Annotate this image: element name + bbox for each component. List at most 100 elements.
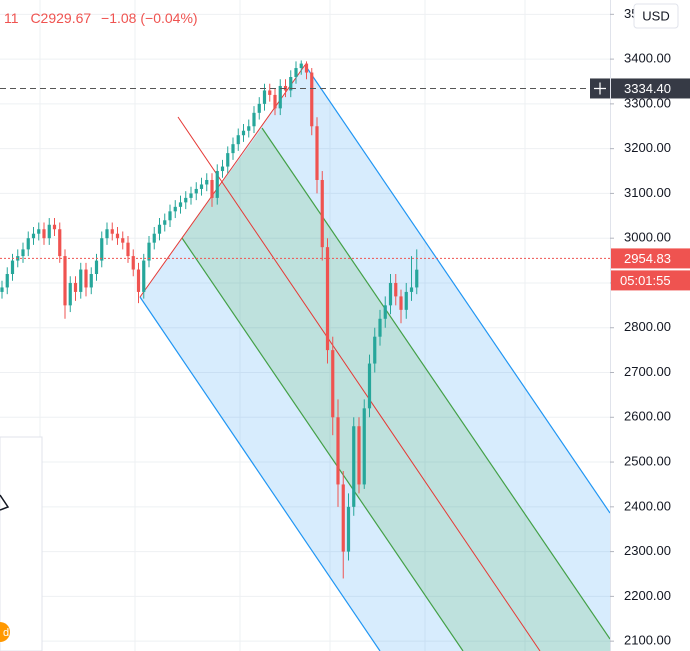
y-tick-label: 3400.00	[624, 51, 671, 66]
candle-body	[315, 126, 319, 180]
candle-body	[357, 426, 361, 485]
candle-body	[294, 68, 298, 78]
candle-body	[189, 193, 193, 198]
crosshair-label-box	[611, 78, 690, 99]
candle-body	[220, 166, 225, 172]
candle-body	[110, 229, 114, 234]
candle-body	[147, 242, 151, 261]
y-tick-label: 2200.00	[624, 588, 671, 603]
y-tick-label: 2700.00	[624, 364, 671, 379]
y-tick-label: 2500.00	[624, 453, 671, 468]
candle-body	[378, 318, 382, 337]
candle-body	[289, 77, 293, 91]
candle-body	[163, 220, 167, 225]
candle-body	[84, 269, 88, 288]
candle-body	[52, 224, 57, 230]
candle-body	[278, 85, 282, 109]
candle-body	[273, 94, 277, 109]
badge-text: d	[3, 627, 9, 639]
candle-body	[47, 224, 51, 239]
candle-body	[184, 197, 188, 203]
candle-body	[115, 233, 120, 239]
candle-body	[362, 408, 366, 485]
candle-body	[241, 130, 246, 136]
candle-body	[409, 287, 414, 292]
candle-body	[341, 484, 345, 552]
candle-body	[268, 90, 272, 95]
candle-body	[252, 112, 256, 127]
candle-body	[42, 229, 46, 239]
candle-body	[388, 282, 393, 306]
candle-body	[63, 256, 67, 306]
candle-body	[136, 269, 141, 292]
candle-body	[231, 144, 235, 154]
candle-body	[367, 363, 372, 409]
candle-body	[199, 184, 204, 189]
price-axis	[610, 0, 690, 651]
candle-body	[89, 274, 93, 288]
candle-body	[58, 229, 62, 257]
currency[interactable]: USD	[642, 8, 669, 23]
candle-body	[173, 206, 177, 212]
tool-icon	[0, 494, 10, 511]
grid	[0, 13, 610, 642]
y-tick-label: 2600.00	[624, 409, 671, 424]
countdown-label: 05:01:55	[620, 273, 671, 288]
candle-body	[0, 287, 4, 292]
candle-body	[210, 179, 214, 198]
y-tick-label: 3000.00	[624, 230, 671, 245]
candle-body	[352, 426, 356, 507]
candle-body	[131, 256, 135, 270]
candle-body	[205, 179, 209, 185]
axis-labels: 2100.00 2200.00 2300.00 2400.00 2500.00 2600.…	[590, 6, 690, 648]
candle-body	[415, 269, 419, 288]
y-tick-label: 2400.00	[624, 498, 671, 513]
candle-body	[247, 126, 251, 131]
y-tick-label: 2100.00	[624, 633, 671, 648]
y-tick-label: 2300.00	[624, 543, 671, 558]
candles	[0, 60, 419, 579]
currency-button[interactable]	[633, 3, 679, 29]
ohlc-header: 11 C2929.67 −1.08 (−0.04%)	[4, 10, 198, 26]
candle-body	[37, 229, 41, 234]
crosshair-plus	[594, 82, 606, 95]
candle-body	[105, 229, 109, 239]
candle-body	[194, 188, 198, 194]
toolbar-panel	[0, 436, 43, 651]
candle-body	[346, 506, 351, 552]
candle-body	[5, 274, 9, 288]
candle-body	[404, 291, 408, 310]
candle-body	[257, 103, 261, 113]
last-price-label: 2954.83	[624, 251, 671, 266]
candle-body	[399, 296, 403, 310]
last-price-box	[611, 248, 690, 269]
candle-body	[383, 305, 387, 319]
candle-body	[26, 238, 30, 250]
candle-body	[236, 135, 240, 145]
badge	[0, 622, 10, 642]
candle-body	[299, 63, 303, 69]
header-date: 11	[4, 10, 19, 26]
candle-body	[325, 247, 330, 351]
candle-body	[157, 224, 162, 234]
y-tick-label: 2800.00	[624, 319, 671, 334]
candle-body	[73, 282, 78, 292]
candle-body	[142, 260, 146, 292]
candle-body	[126, 242, 130, 257]
candle-body	[31, 233, 36, 239]
candle-body	[215, 171, 219, 198]
candle-body	[10, 260, 15, 275]
candle-body	[226, 153, 230, 167]
candle-body	[79, 269, 83, 292]
crosshair-label: 3334.40	[624, 81, 671, 96]
candle-body	[304, 63, 309, 73]
overlay	[0, 87, 610, 259]
candle-body	[331, 350, 335, 418]
candle-body	[168, 211, 172, 221]
candle-body	[320, 179, 324, 248]
candle-body	[68, 282, 72, 306]
header-change: −1.08 (−0.04%)	[101, 10, 198, 26]
candle-body	[94, 260, 99, 275]
